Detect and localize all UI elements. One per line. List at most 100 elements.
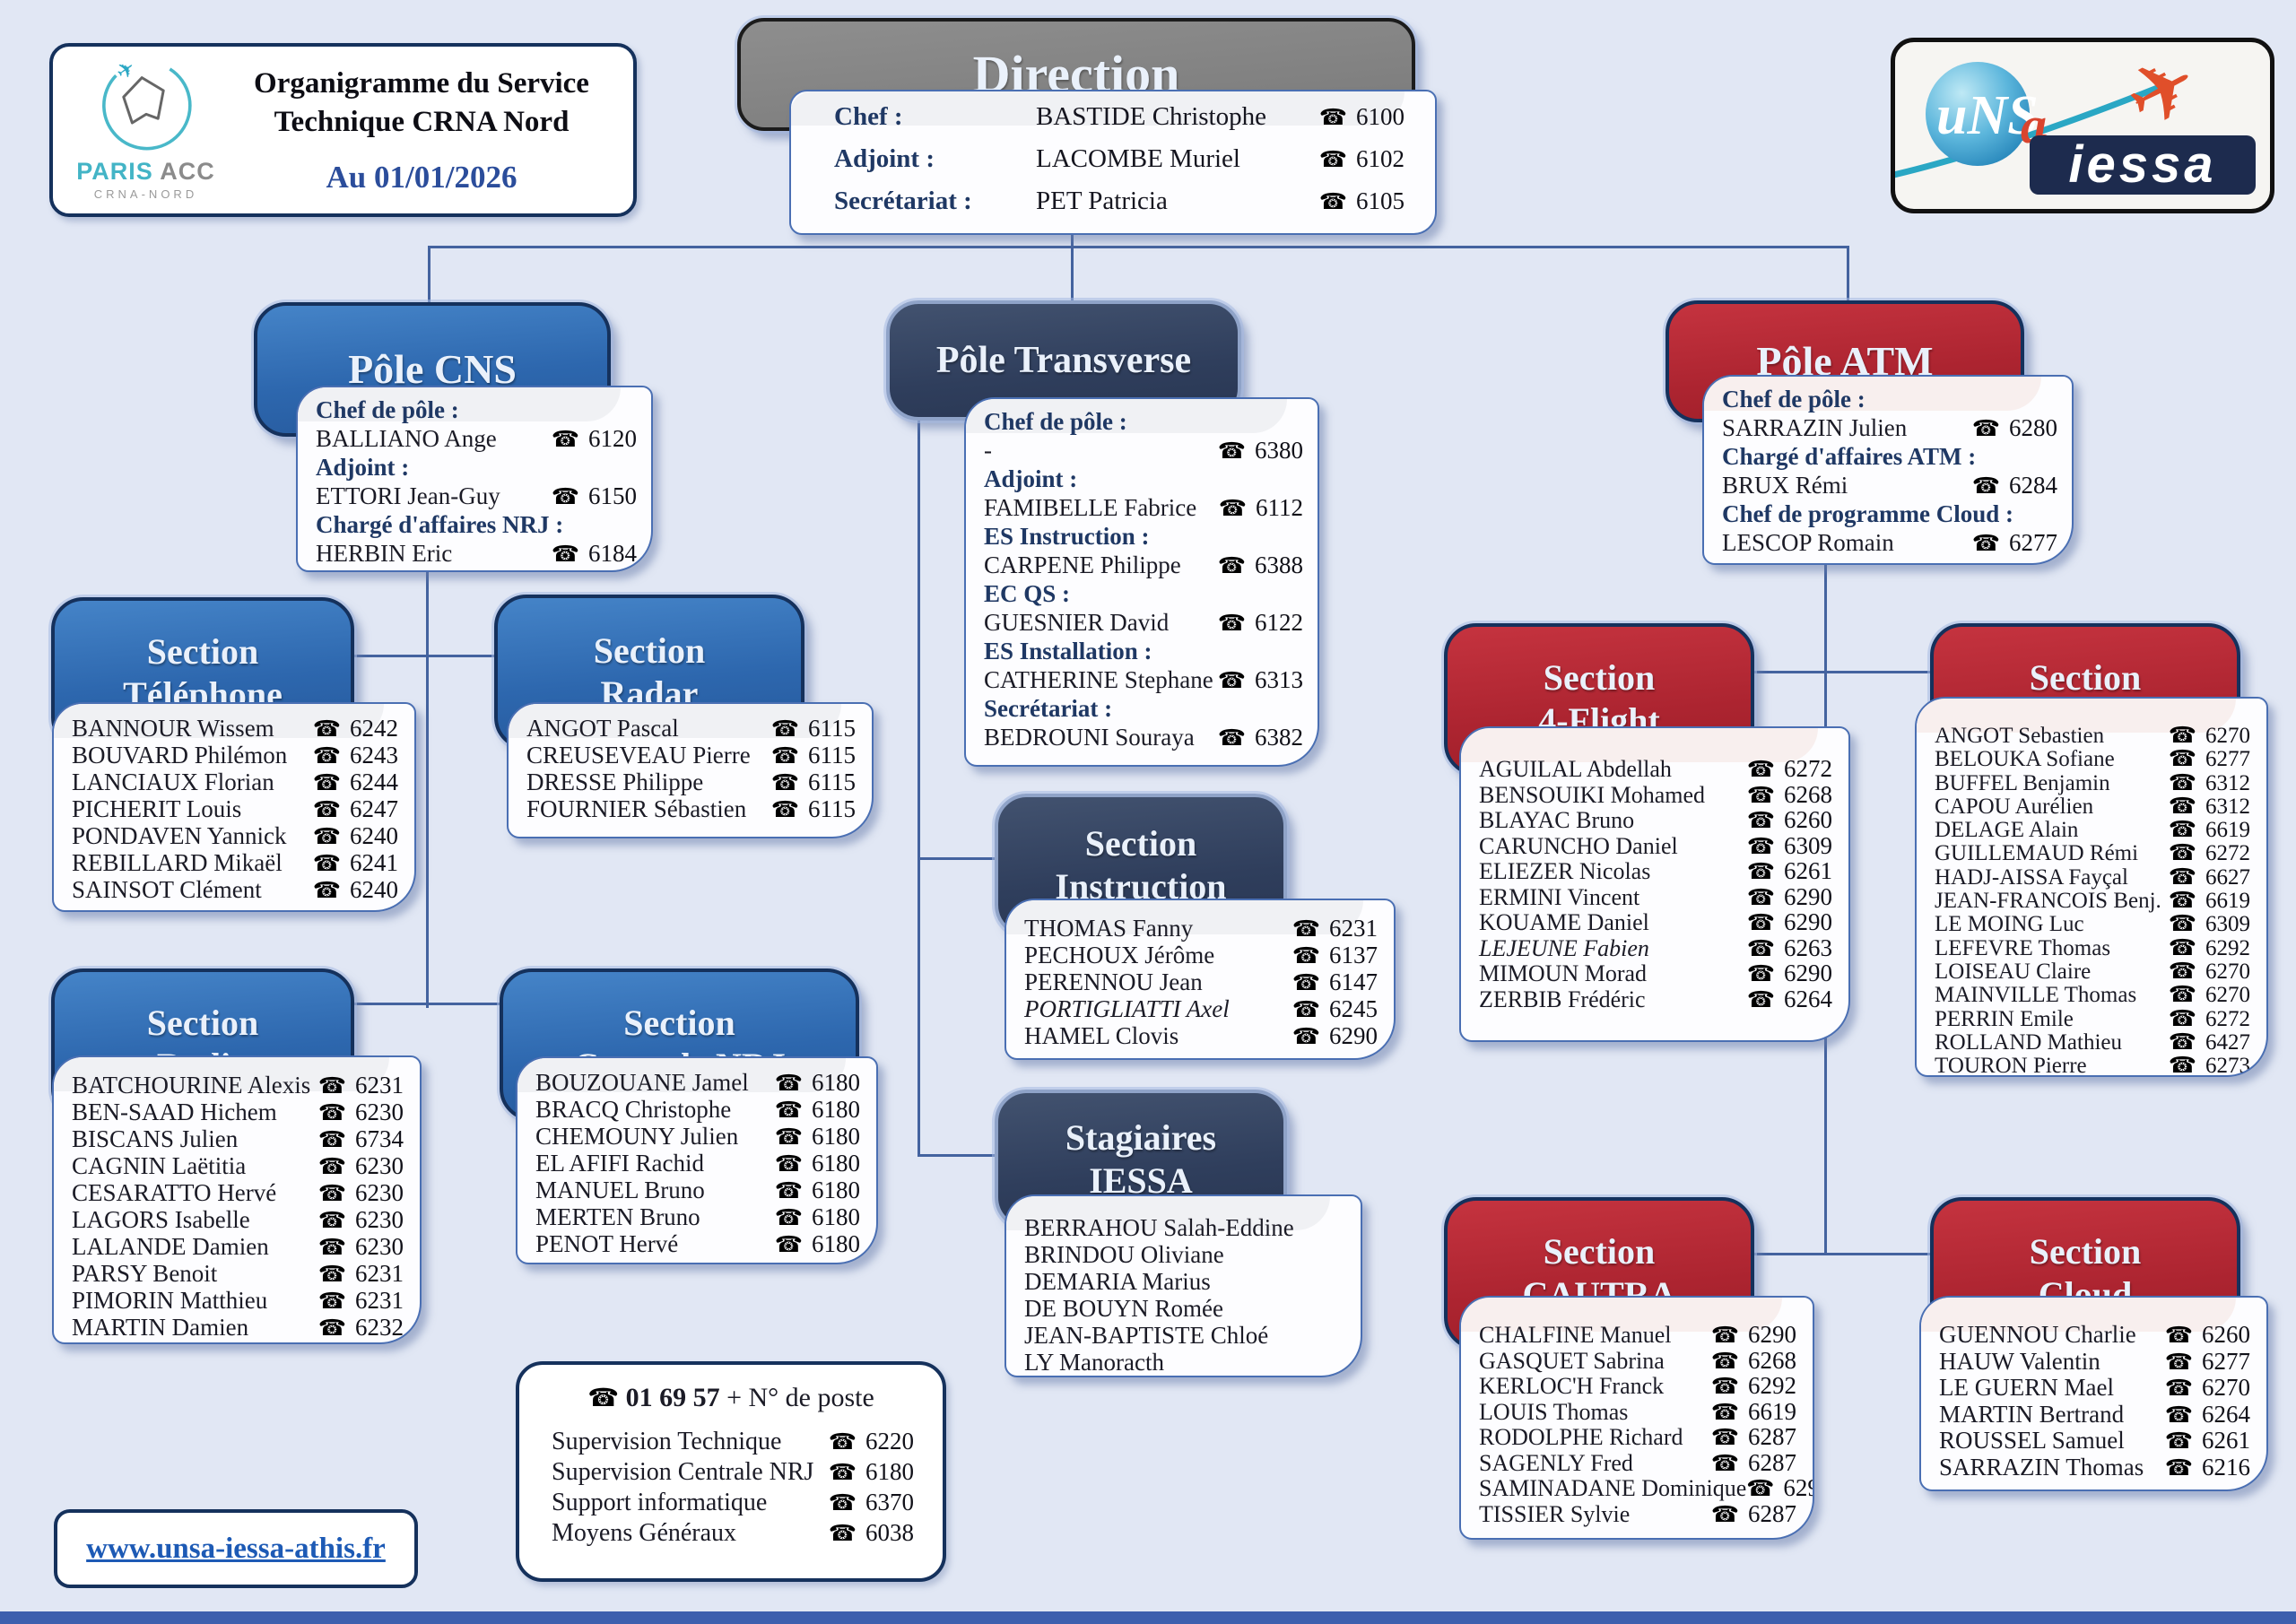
phone-cell: ☎ 6230 [318, 1206, 404, 1234]
phone-cell: ☎ 6115 [771, 795, 856, 823]
phone-number: 6231 [355, 1072, 404, 1099]
phone-cell: ☎ 6244 [313, 769, 398, 796]
member-row: LAGORS Isabelle ☎ 6230 [72, 1206, 404, 1233]
phone-icon: ☎ [2168, 792, 2196, 819]
member-name: ROLLAND Mathieu [1935, 1029, 2122, 1055]
phone-icon: ☎ [1318, 104, 1347, 130]
phone-number: 6619 [1748, 1397, 1796, 1425]
entry-name: CATHERINE Stephane [984, 666, 1213, 693]
member-name: MIMOUN Morad [1479, 960, 1648, 986]
phone-prefix-title: ☎ 01 69 57 + N° de poste [543, 1383, 919, 1413]
member-name: GASQUET Sabrina [1479, 1347, 1665, 1374]
phone-number: 6261 [1784, 857, 1832, 884]
phone-cell: ☎ 6272 [2169, 839, 2250, 866]
member-row: SAMINADANE Dominique ☎ 6292 [1479, 1474, 1813, 1501]
phone-icon: ☎ [317, 1207, 346, 1233]
phone-icon: ☎ [1710, 1424, 1739, 1450]
phone-number: 6284 [2009, 472, 2057, 499]
phone-icon: ☎ [1710, 1322, 1739, 1348]
entry-label: EC QS : [984, 580, 1071, 607]
member-row: Supervision Technique ☎ 6220 [552, 1428, 914, 1458]
member-row: BOUZOUANE Jamel ☎ 6180 [535, 1069, 860, 1096]
phone-icon: ☎ [774, 1151, 803, 1177]
phone-number: 6290 [1784, 960, 1832, 986]
member-row: LOISEAU Claire ☎ 6270 [1935, 958, 2250, 984]
pole-cns-details: Chef de pôle : BALLIANO Ange ☎ 6120 Adjoi… [296, 386, 653, 572]
phone-number: 6270 [2205, 724, 2250, 748]
pole-entry: EC QS : GUESNIER David ☎ 6122 [984, 580, 1303, 638]
phone-number: 6120 [588, 425, 637, 452]
connector-line [428, 246, 430, 305]
member-name: TOURON Pierre [1935, 1054, 2087, 1077]
member-row: BENSOUIKI Mohamed ☎ 6268 [1479, 781, 1832, 808]
member-name: BATCHOURINE Alexis [72, 1072, 311, 1099]
phone-cell: ☎ 6230 [318, 1233, 404, 1261]
member-row: CREUSEVEAU Pierre ☎ 6115 [526, 742, 856, 769]
phone-cell: ☎ 6115 [771, 742, 856, 769]
member-name: ANGOT Pascal [526, 715, 679, 742]
member-row: GUENNOU Charlie ☎ 6260 [1939, 1321, 2250, 1348]
phone-number: 6147 [1329, 968, 1378, 995]
phone-cell: ☎ 6216 [2165, 1454, 2250, 1481]
member-name: PORTIGLIATTI Axel [1024, 995, 1230, 1022]
phone-number: 6180 [812, 1177, 860, 1203]
connector-line [1745, 1253, 1932, 1255]
phone-icon: ☎ [317, 1126, 346, 1152]
member-name: LY Manoracth [1024, 1349, 1164, 1376]
phone-cell: ☎ 6280 [1972, 414, 2057, 442]
phone-number: 6180 [812, 1123, 860, 1150]
phone-number: 6270 [2205, 959, 2250, 984]
phone-icon: ☎ [2168, 745, 2196, 772]
phone-icon: ☎ [312, 796, 341, 822]
section-title-line: Section [1543, 1231, 1656, 1272]
phone-number: 6290 [1784, 908, 1832, 935]
phone-icon: ☎ [2164, 1401, 2193, 1428]
member-row: THOMAS Fanny ☎ 6231 [1024, 915, 1378, 942]
member-row: MIMOUN Morad ☎ 6290 [1479, 960, 1832, 986]
phone-number: 6240 [350, 876, 398, 903]
phone-cell: ☎ 6427 [2169, 1029, 2250, 1055]
section-title-line: Section [593, 630, 706, 671]
phone-cell: ☎ 6180 [775, 1203, 860, 1231]
phone-number: 6115 [808, 795, 856, 822]
phone-number: 6312 [2205, 794, 2250, 819]
entry-label: Chef de pôle : [984, 408, 1127, 435]
plane-icon: ✈ [2110, 42, 2214, 148]
member-name: JEAN-FRANCOIS Benj. [1935, 889, 2161, 914]
phone-cell: ☎ 6270 [2169, 981, 2250, 1008]
member-name: Moyens Généraux [552, 1519, 737, 1547]
phone-cell: ☎ 6734 [318, 1125, 404, 1153]
phone-icon: ☎ [774, 1177, 803, 1203]
phone-number: 6263 [1784, 934, 1832, 961]
phone-cell: ☎ 6232 [318, 1314, 404, 1342]
member-row: SARRAZIN Thomas ☎ 6216 [1939, 1454, 2250, 1481]
entry-label: ES Installation : [984, 638, 1152, 664]
unsa-iessa-logo-graphic: uNS a ✈ iessa [1895, 42, 2256, 195]
phone-icon: ☎ [312, 716, 341, 742]
phone-cell: ☎ 6184 [552, 540, 637, 568]
member-name: PIMORIN Matthieu [72, 1287, 268, 1314]
website-link[interactable]: www.unsa-iessa-athis.fr [86, 1532, 386, 1565]
entry-name: CARPENE Philippe [984, 551, 1181, 578]
phone-cell: ☎ 6180 [775, 1096, 860, 1124]
member-name: CHEMOUNY Julien [535, 1123, 739, 1150]
phone-number: 6240 [350, 822, 398, 849]
member-row: PERRIN Emile ☎ 6272 [1935, 1005, 2250, 1031]
member-row: ELIEZER Nicolas ☎ 6261 [1479, 857, 1832, 884]
phone-number: 6122 [1255, 609, 1303, 636]
member-row: PORTIGLIATTI Axel ☎ 6245 [1024, 995, 1378, 1022]
member-row: KOUAME Daniel ☎ 6290 [1479, 908, 1832, 935]
phone-number: 6230 [355, 1206, 404, 1233]
phone-cell: ☎ 6231 [318, 1072, 404, 1099]
phone-icon: ☎ [774, 1231, 803, 1257]
member-name: GUENNOU Charlie [1939, 1321, 2136, 1348]
phone-number: 6290 [1329, 1022, 1378, 1049]
phone-cell: ☎ 6270 [2169, 958, 2250, 985]
member-row: Moyens Généraux ☎ 6038 [552, 1519, 914, 1550]
member-name: MERTEN Bruno [535, 1203, 700, 1230]
member-row: LEFEVRE Thomas ☎ 6292 [1935, 934, 2250, 960]
member-row: LALANDE Damien ☎ 6230 [72, 1233, 404, 1260]
phone-icon: ☎ [1710, 1449, 1739, 1476]
phone-icon: ☎ [774, 1204, 803, 1230]
member-row: PICHERIT Louis ☎ 6247 [72, 795, 398, 822]
